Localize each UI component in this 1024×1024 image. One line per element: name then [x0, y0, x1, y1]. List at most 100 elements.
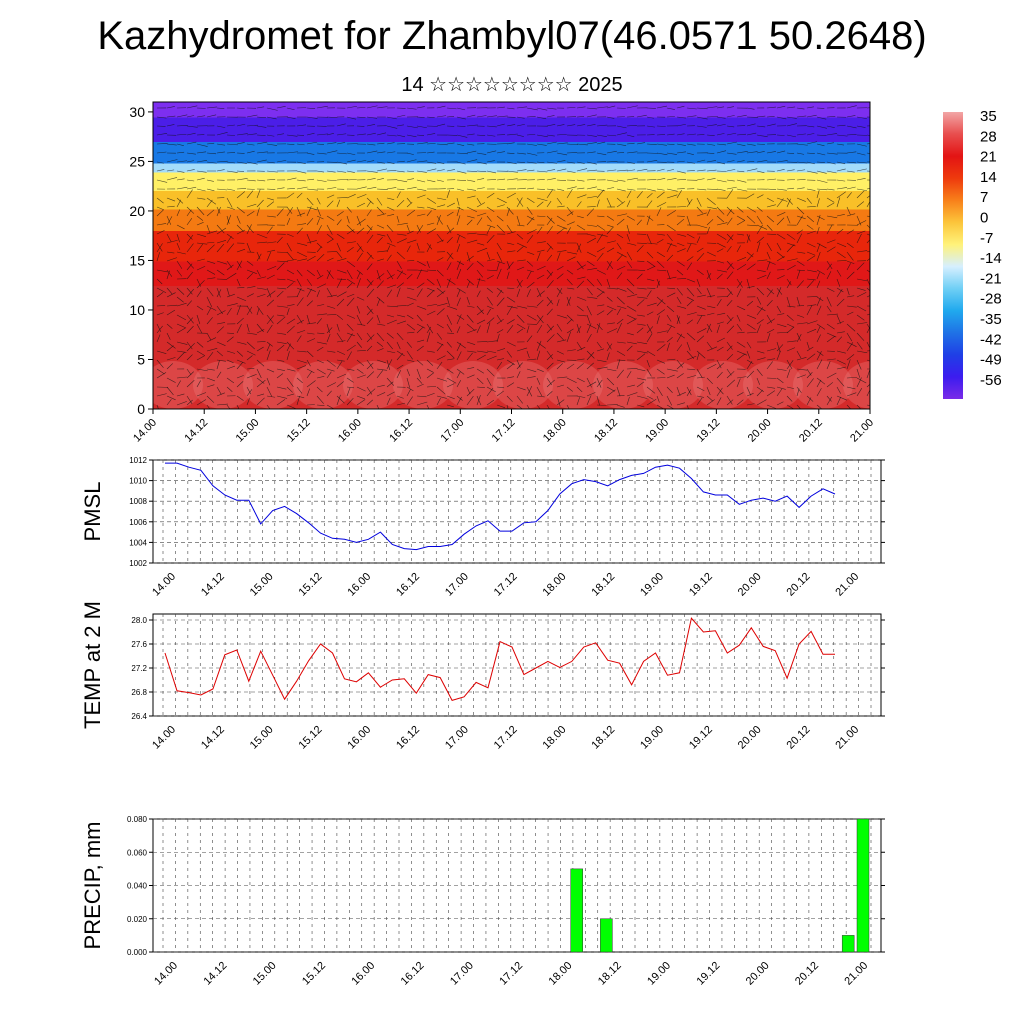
x-tick-label: 20.00 — [746, 417, 774, 445]
wind-arrow — [586, 186, 597, 190]
wind-arrow — [236, 286, 245, 289]
wind-arrow — [526, 376, 536, 379]
wind-arrow — [786, 326, 795, 334]
wind-arrow — [156, 372, 167, 379]
wind-arrow — [336, 251, 343, 259]
wind-arrow — [586, 323, 592, 334]
wind-arrow — [616, 254, 623, 262]
wind-arrow — [606, 309, 613, 316]
wind-arrow — [216, 151, 225, 154]
wind-arrow — [806, 304, 817, 307]
y-tick-label: 26.4 — [131, 712, 147, 721]
wind-arrow — [826, 336, 835, 343]
wind-arrow — [746, 263, 756, 271]
wind-arrow — [226, 377, 235, 384]
wind-arrow — [816, 305, 822, 316]
wind-arrow — [606, 296, 613, 302]
wind-arrow — [196, 392, 207, 397]
wind-arrow — [296, 278, 302, 287]
wind-arrow — [396, 353, 404, 361]
wind-arrow — [386, 314, 395, 318]
wind-arrow — [466, 255, 474, 262]
wind-arrow — [306, 314, 310, 324]
wind-arrow — [856, 292, 867, 298]
wind-arrow — [456, 170, 467, 174]
wind-arrow — [456, 107, 466, 111]
wind-arrow — [236, 296, 247, 302]
wind-arrow — [826, 395, 832, 402]
wind-arrow — [826, 116, 836, 118]
x-tick-label: 21.00 — [833, 724, 861, 752]
wind-arrow — [366, 263, 373, 271]
wind-arrow — [286, 341, 295, 350]
wind-arrow — [596, 323, 603, 331]
wind-arrow — [466, 296, 470, 305]
wind-arrow — [816, 272, 820, 280]
wind-arrow — [206, 305, 217, 311]
wind-arrow — [526, 325, 530, 334]
wind-arrow — [186, 132, 196, 136]
wind-arrow — [716, 215, 725, 223]
wind-arrow — [296, 330, 306, 334]
wind-arrow — [726, 395, 733, 405]
colorbar-label: 35 — [980, 108, 997, 125]
wind-arrow — [166, 257, 178, 262]
wind-arrow — [326, 382, 337, 388]
wind-arrow — [436, 169, 445, 172]
wind-arrow — [626, 345, 633, 352]
wind-arrow — [456, 206, 464, 211]
wind-arrow — [386, 319, 397, 325]
wind-arrow — [726, 217, 733, 226]
wind-arrow — [176, 323, 186, 328]
wind-arrow — [736, 288, 742, 298]
wind-arrow — [246, 293, 254, 298]
wind-arrow — [566, 349, 576, 352]
wind-arrow — [276, 208, 284, 217]
wind-arrow — [846, 134, 857, 136]
wind-arrow — [856, 178, 866, 181]
wind-arrow — [246, 398, 250, 406]
wind-arrow — [846, 271, 855, 280]
wind-arrow — [596, 377, 602, 388]
wind-arrow — [436, 377, 448, 382]
wind-arrow — [656, 278, 661, 286]
wind-arrow — [826, 142, 834, 145]
wind-arrow — [486, 340, 498, 343]
wind-arrow — [706, 323, 713, 333]
wind-arrow — [726, 141, 737, 145]
wind-arrow — [636, 323, 646, 326]
wind-arrow — [456, 268, 462, 280]
wind-arrow — [206, 179, 214, 182]
wind-arrow — [766, 271, 771, 280]
wind-arrow — [496, 358, 505, 361]
wind-arrow — [246, 224, 254, 234]
wind-arrow — [366, 224, 373, 231]
wind-arrow — [536, 201, 544, 208]
wind-arrow — [236, 404, 240, 409]
wind-arrow — [346, 386, 355, 389]
wind-arrow — [436, 105, 446, 109]
wind-arrow — [346, 215, 350, 224]
wind-arrow — [406, 224, 410, 232]
wind-arrow — [456, 125, 466, 127]
wind-arrow — [456, 368, 465, 375]
wind-arrow — [356, 349, 366, 352]
wind-arrow — [556, 160, 566, 163]
wind-arrow — [336, 123, 346, 127]
wind-arrow — [666, 276, 677, 280]
wind-arrow — [496, 115, 508, 118]
wind-arrow — [186, 300, 192, 307]
wind-arrow — [186, 189, 193, 199]
wind-arrow — [736, 392, 744, 397]
wind-arrow — [306, 178, 315, 181]
wind-arrow — [456, 197, 460, 206]
wind-arrow — [636, 377, 647, 381]
wind-arrow — [266, 241, 277, 244]
x-tick-label: 16.12 — [394, 571, 422, 599]
wind-arrow — [186, 206, 195, 214]
wind-arrow — [166, 332, 171, 340]
wind-arrow — [186, 243, 194, 253]
wind-arrow — [186, 399, 193, 406]
wind-arrow — [466, 143, 475, 146]
